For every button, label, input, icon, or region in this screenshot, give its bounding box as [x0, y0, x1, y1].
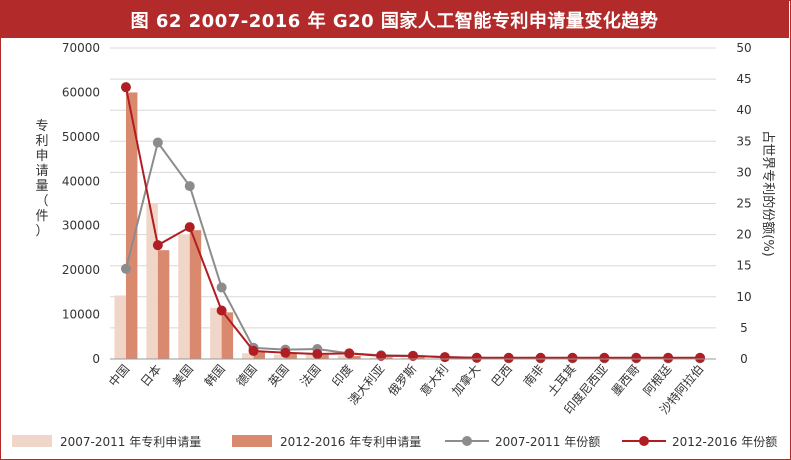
y2-tick-label: 30: [736, 165, 751, 179]
y-tick-label: 40000: [62, 174, 100, 188]
x-tick-label: 巴西: [489, 362, 515, 389]
point-2012-2016: [184, 222, 195, 233]
y-axis-label: 专利申请量（件）: [35, 119, 48, 239]
bar-2007-2011: [305, 354, 318, 359]
y2-tick-label: 15: [736, 259, 751, 273]
point-2012-2016: [663, 352, 674, 363]
y-tick-label: 50000: [62, 130, 100, 144]
y2-axis-label: 占世界专利的份额(%): [760, 130, 776, 257]
grid-lines: [110, 47, 716, 360]
x-tick-label: 法国: [297, 362, 323, 389]
bar-2012-2016: [189, 230, 202, 359]
bar-2012-2016: [413, 357, 425, 359]
legend-label-2: 2012-2016 年专利申请量: [280, 434, 421, 449]
bar-2012-2016: [157, 250, 170, 359]
legend-swatch-2: [232, 435, 272, 447]
chart-title-bar: 图 62 2007-2016 年 G20 国家人工智能专利申请量变化趋势: [0, 0, 789, 38]
y2-tick-label: 0: [740, 352, 748, 366]
chart-title: 图 62 2007-2016 年 G20 国家人工智能专利申请量变化趋势: [130, 11, 659, 32]
point-2012-2016: [408, 350, 418, 361]
point-2012-2016: [280, 347, 291, 358]
y2-tick-label: 5: [740, 321, 748, 335]
x-tick-label: 日本: [138, 362, 164, 389]
point-2012-2016: [248, 345, 259, 356]
y2-tick-label: 45: [736, 72, 751, 86]
point-2012-2016: [312, 349, 323, 360]
x-tick-label: 意大利: [417, 361, 452, 398]
bar-2007-2011: [178, 234, 190, 359]
bar-2007-2011: [401, 357, 413, 359]
bar-2012-2016: [125, 92, 138, 359]
bar-2012-2016: [317, 355, 329, 359]
bar-2012-2016: [221, 312, 234, 359]
bar-2007-2011: [337, 355, 350, 359]
bar-2012-2016: [349, 355, 361, 359]
y-tick-label: 30000: [62, 219, 100, 233]
bar-2007-2011: [242, 353, 254, 359]
bar-2007-2011: [146, 203, 158, 359]
y-tick-label: 20000: [62, 263, 100, 277]
x-tick-label: 美国: [170, 362, 196, 389]
point-2012-2016: [344, 348, 355, 359]
bar-2007-2011: [210, 307, 222, 359]
point-2012-2016: [376, 350, 387, 361]
legend-label-4: 2012-2016 年份额: [672, 435, 777, 449]
bar-2007-2011: [273, 354, 286, 359]
y2-tick-label: 20: [736, 228, 751, 242]
legend-label-3: 2007-2011 年份额: [495, 435, 600, 449]
bars: [114, 92, 712, 359]
point-2012-2016: [567, 352, 578, 363]
point-2012-2016: [535, 352, 546, 363]
bar-2012-2016: [381, 357, 393, 359]
y2-tick-label: 25: [736, 197, 751, 211]
point-2007-2011: [184, 181, 195, 192]
bar-2012-2016: [285, 353, 297, 359]
x-tick-label: 韩国: [201, 361, 228, 389]
point-2012-2016: [471, 352, 482, 363]
point-2012-2016: [120, 82, 131, 93]
x-tick-label: 俄罗斯: [385, 362, 419, 399]
point-2012-2016: [631, 352, 642, 363]
legend-marker-4: [639, 436, 649, 446]
point-2007-2011: [152, 137, 163, 148]
point-2012-2016: [216, 305, 227, 316]
x-tick-label: 英国: [266, 362, 292, 389]
point-2007-2011: [120, 263, 131, 274]
y2-tick-label: 50: [736, 41, 751, 55]
bar-2012-2016: [253, 352, 266, 359]
y-tick-label: 70000: [62, 41, 100, 55]
y2-tick-label: 10: [736, 290, 751, 304]
y2-tick-label: 35: [736, 134, 751, 148]
legend-marker-3: [462, 436, 472, 446]
legend-swatch-1: [12, 435, 52, 447]
y2-tick-label: 40: [736, 103, 751, 117]
point-2012-2016: [599, 352, 610, 363]
x-tick-label: 印度: [329, 361, 356, 389]
y-tick-label: 10000: [62, 308, 100, 322]
x-tick-label: 南非: [520, 361, 547, 389]
legend-label-1: 2007-2011 年专利申请量: [60, 434, 201, 449]
x-tick-label: 加拿大: [448, 361, 483, 398]
point-2007-2011: [216, 282, 227, 293]
lines: [120, 82, 706, 364]
x-tick-label: 中国: [105, 361, 132, 389]
point-2012-2016: [152, 240, 163, 251]
point-2012-2016: [439, 352, 450, 363]
point-2012-2016: [695, 352, 706, 363]
x-tick-label: 墨西哥: [609, 362, 643, 399]
y-tick-label: 0: [92, 352, 100, 366]
point-2012-2016: [503, 352, 514, 363]
legend: 2007-2011 年专利申请量 2012-2016 年专利申请量 2007-201…: [12, 434, 777, 449]
bar-2007-2011: [114, 295, 126, 359]
bar-2007-2011: [369, 357, 382, 359]
y-tick-label: 60000: [62, 85, 100, 99]
x-tick-label: 德国: [233, 361, 260, 389]
